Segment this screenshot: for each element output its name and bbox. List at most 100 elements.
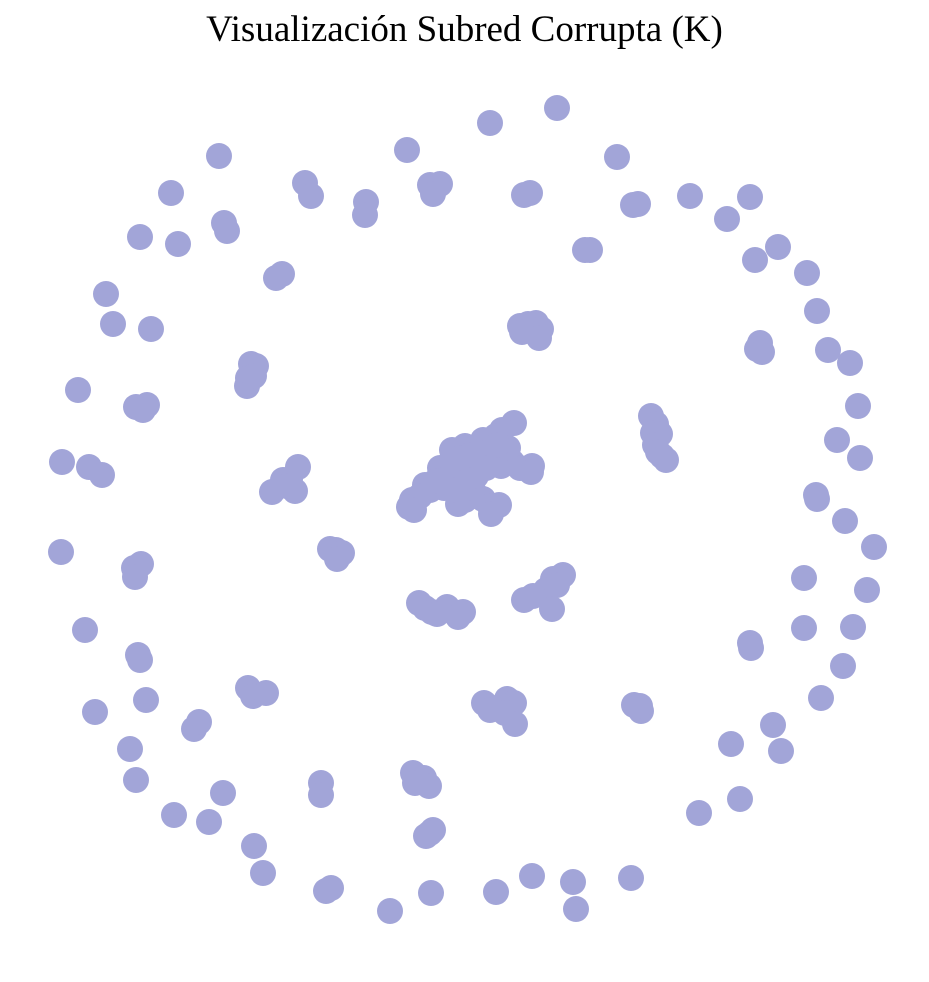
graph-node [517, 180, 543, 206]
graph-node [477, 110, 503, 136]
graph-node [253, 680, 279, 706]
node-layer [48, 95, 887, 924]
graph-node [123, 767, 149, 793]
graph-node [768, 738, 794, 764]
graph-node [250, 860, 276, 886]
graph-node [241, 833, 267, 859]
graph-node [718, 731, 744, 757]
graph-node [324, 546, 350, 572]
graph-node [539, 596, 565, 622]
graph-node [269, 261, 295, 287]
graph-node [484, 432, 510, 458]
graph-node [206, 143, 232, 169]
graph-node [845, 393, 871, 419]
graph-node [520, 583, 546, 609]
graph-node [450, 599, 476, 625]
graph-node [618, 865, 644, 891]
graph-node [420, 181, 446, 207]
graph-node [804, 298, 830, 324]
graph-node [847, 445, 873, 471]
graph-node [544, 572, 570, 598]
graph-node [737, 184, 763, 210]
graph-node [196, 809, 222, 835]
graph-node [186, 709, 212, 735]
graph-node [727, 786, 753, 812]
graph-node [765, 234, 791, 260]
graph-node [418, 880, 444, 906]
graph-node [417, 820, 443, 846]
graph-node [518, 459, 544, 485]
graph-node [130, 397, 156, 423]
graph-node [308, 782, 334, 808]
graph-node [808, 685, 834, 711]
graph-node [686, 800, 712, 826]
graph-node [274, 473, 300, 499]
graph-node [824, 427, 850, 453]
graph-node [423, 468, 449, 494]
graph-node [377, 898, 403, 924]
graph-node [837, 350, 863, 376]
graph-node [791, 565, 817, 591]
graph-node [401, 497, 427, 523]
graph-node [158, 180, 184, 206]
graph-node [318, 875, 344, 901]
graph-node [604, 144, 630, 170]
graph-node [424, 601, 450, 627]
graph-node [48, 539, 74, 565]
graph-node [241, 363, 267, 389]
graph-node [93, 281, 119, 307]
graph-node [394, 137, 420, 163]
graph-node [285, 454, 311, 480]
graph-node [138, 316, 164, 342]
graph-node [457, 442, 483, 468]
graph-node [519, 863, 545, 889]
graph-node [122, 564, 148, 590]
graph-node [577, 237, 603, 263]
graph-node [832, 508, 858, 534]
graph-node [645, 439, 671, 465]
graph-node [117, 736, 143, 762]
graph-node [502, 711, 528, 737]
graph-node [627, 693, 653, 719]
graph-node [861, 534, 887, 560]
graph-node [560, 869, 586, 895]
graph-node [854, 577, 880, 603]
graph-node [89, 462, 115, 488]
graph-node [352, 202, 378, 228]
graph-node [742, 247, 768, 273]
graph-node [483, 879, 509, 905]
graph-node [563, 896, 589, 922]
graph-node [65, 377, 91, 403]
graph-node [830, 653, 856, 679]
graph-node [526, 325, 552, 351]
graph-node [804, 486, 830, 512]
graph-node [477, 697, 503, 723]
graph-node [760, 712, 786, 738]
graph-node [544, 95, 570, 121]
graph-node [794, 260, 820, 286]
graph-node [49, 449, 75, 475]
graph-node [127, 647, 153, 673]
graph-node [677, 183, 703, 209]
graph-node [840, 614, 866, 640]
graph-node [214, 218, 240, 244]
graph-node [133, 687, 159, 713]
graph-node [478, 501, 504, 527]
graph-node [82, 699, 108, 725]
graph-node [161, 802, 187, 828]
graph-node [749, 339, 775, 365]
graph-node [815, 337, 841, 363]
graph-node [127, 224, 153, 250]
graph-node [791, 615, 817, 641]
graph-node [100, 311, 126, 337]
graph-node [738, 635, 764, 661]
graph-node [72, 617, 98, 643]
graph-node [625, 191, 651, 217]
graph-node [298, 183, 324, 209]
graph-node [402, 770, 428, 796]
graph-node [463, 463, 489, 489]
graph-node [714, 206, 740, 232]
graph-node [210, 780, 236, 806]
figure-title: Visualización Subred Corrupta (K) [206, 9, 723, 50]
